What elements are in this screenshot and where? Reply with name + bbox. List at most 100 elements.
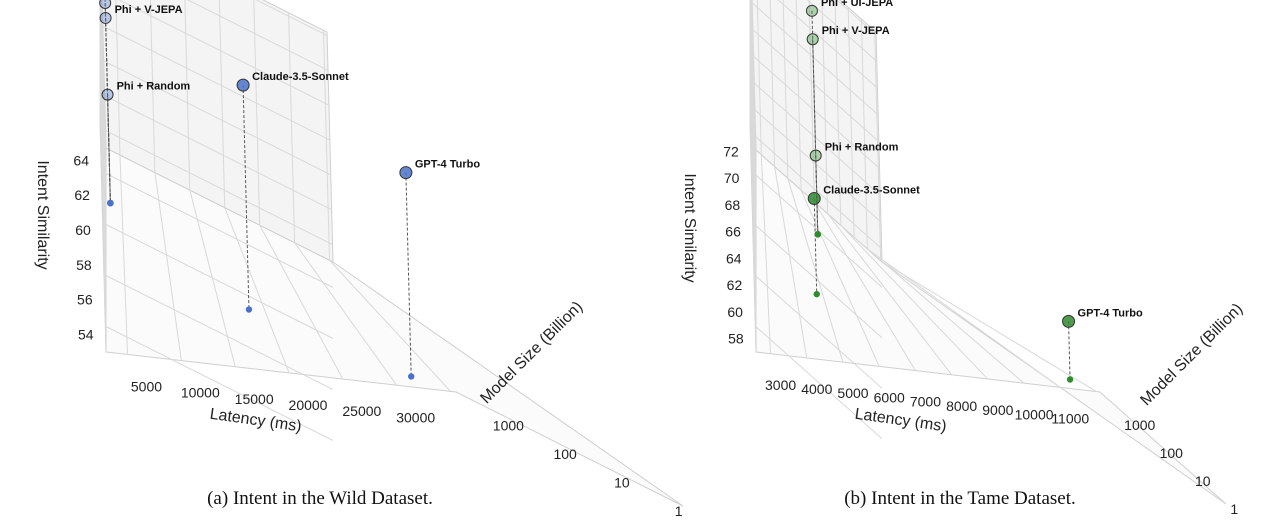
y-tick-label: 1 bbox=[675, 503, 683, 519]
data-point bbox=[236, 78, 250, 92]
y-gridline-floor bbox=[755, 326, 883, 440]
y-gridline-floor bbox=[105, 326, 334, 441]
x-gridline-back bbox=[847, 7, 855, 238]
y-tick-label: 10 bbox=[614, 474, 630, 490]
drop-line bbox=[107, 94, 111, 204]
x-tick-label: 15000 bbox=[235, 391, 274, 407]
y-tick-label: 100 bbox=[553, 446, 577, 462]
x-tick-label: 7000 bbox=[910, 394, 941, 410]
x-tick-label: 5000 bbox=[131, 379, 162, 395]
x-gridline-floor bbox=[224, 207, 290, 374]
data-point bbox=[809, 149, 822, 162]
drop-line bbox=[815, 155, 819, 235]
caption-tame: (b) Intent in the Tame Dataset. bbox=[844, 488, 1076, 509]
z-tick-label: 58 bbox=[728, 331, 744, 347]
floor-projection-point bbox=[813, 290, 820, 298]
y-gridline-left bbox=[750, 0, 757, 176]
y-gridline-left bbox=[100, 0, 107, 174]
data-point bbox=[806, 33, 819, 46]
chart-intent-wild: 54 56 58 60 62 64 5000 10000 15000 20000 25000 3000… bbox=[34, 0, 684, 519]
point-label: Phi + V-JEPA bbox=[822, 25, 890, 37]
point-label: Phi + UI-JEPA bbox=[821, 0, 893, 9]
x-gridline-back bbox=[149, 0, 156, 173]
y-gridline-left bbox=[99, 96, 107, 327]
x-gridline-back bbox=[115, 0, 121, 156]
z-tick-label: 54 bbox=[78, 327, 94, 343]
y-axis-label: Model Size (Billion) bbox=[477, 298, 586, 407]
x-tick-label: 8000 bbox=[946, 398, 977, 414]
y-tick-label: 1000 bbox=[1124, 417, 1155, 433]
x-tick-label: 3000 bbox=[765, 377, 796, 393]
y-tick-label: 100 bbox=[1160, 445, 1184, 461]
x-gridline-floor bbox=[294, 242, 398, 386]
x-gridline-back bbox=[808, 0, 815, 202]
x-gridline-floor bbox=[787, 178, 844, 363]
z-tick-label: 62 bbox=[74, 187, 90, 203]
y-axis-label: Model Size (Billion) bbox=[1137, 300, 1246, 409]
floor-projection-point bbox=[407, 373, 415, 380]
z-tick-label: 64 bbox=[726, 250, 742, 266]
x-gridline-floor bbox=[827, 213, 952, 376]
data-point bbox=[807, 192, 821, 206]
y-tick-label: 10 bbox=[1195, 473, 1211, 489]
x-tick-label: 4000 bbox=[801, 381, 832, 397]
back-pane bbox=[101, 0, 334, 263]
x-tick-label: 25000 bbox=[342, 403, 381, 419]
z-tick-label: 72 bbox=[723, 143, 739, 159]
data-point bbox=[99, 0, 112, 9]
y-gridline-floor bbox=[105, 224, 334, 339]
drop-line bbox=[242, 85, 250, 310]
y-tick-label: 1000 bbox=[493, 417, 524, 433]
x-tick-label: 9000 bbox=[982, 402, 1013, 418]
data-point bbox=[805, 4, 818, 17]
z-tick-label: 60 bbox=[727, 304, 743, 320]
z-tick-label: 68 bbox=[725, 197, 741, 213]
point-label: Phi + Random bbox=[825, 142, 899, 154]
z-tick-label: 58 bbox=[76, 257, 92, 273]
x-gridline-floor bbox=[119, 154, 129, 355]
data-point bbox=[1062, 314, 1076, 328]
point-label: GPT-4 Turbo bbox=[1078, 307, 1143, 319]
chart-intent-tame: 58 60 62 64 66 68 70 72 3000 4000 5000 6000 7000 8000… bbox=[681, 0, 1246, 517]
x-tick-label: 20000 bbox=[289, 397, 328, 413]
y-gridline-left bbox=[99, 45, 107, 276]
x-gridline-back bbox=[860, 19, 868, 250]
floor-projection-point bbox=[1066, 376, 1074, 383]
drop-line bbox=[813, 198, 818, 295]
drop-line bbox=[405, 172, 412, 377]
floor-projection-point bbox=[245, 306, 253, 313]
y-gridline-left bbox=[749, 46, 757, 277]
x-gridline-back bbox=[288, 12, 296, 243]
y-gridline-floor bbox=[755, 275, 883, 389]
x-tick-label: 30000 bbox=[396, 409, 435, 425]
x-gridline-floor bbox=[329, 259, 451, 392]
x-gridline-floor bbox=[800, 189, 880, 367]
x-gridline-floor bbox=[154, 172, 182, 361]
y-gridline-left bbox=[749, 96, 757, 327]
y-gridline-floor bbox=[105, 275, 334, 390]
data-point bbox=[399, 166, 413, 180]
x-gridline-back bbox=[769, 0, 776, 167]
z-axis-label: Intent Similarity bbox=[681, 173, 698, 282]
x-gridline-back bbox=[253, 0, 261, 226]
point-label: Phi + V-JEPA bbox=[115, 4, 183, 16]
y-gridline-floor bbox=[755, 225, 883, 339]
y-tick-label: 1 bbox=[1230, 501, 1238, 517]
z-tick-label: 60 bbox=[75, 222, 91, 238]
x-tick-label: 11000 bbox=[1051, 410, 1089, 426]
x-gridline-floor bbox=[259, 224, 344, 380]
x-gridline-back bbox=[756, 0, 762, 155]
y-gridline-floor bbox=[755, 174, 883, 288]
point-label: Claude-3.5-Sonnet bbox=[823, 185, 920, 197]
x-gridline-back bbox=[795, 0, 802, 191]
point-label: Phi + Random bbox=[117, 81, 191, 93]
z-tick-label: 56 bbox=[77, 292, 93, 308]
x-gridline-floor bbox=[760, 154, 771, 354]
caption-wild: (a) Intent in the Wild Dataset. bbox=[207, 488, 433, 509]
z-tick-label: 64 bbox=[73, 152, 89, 168]
x-gridline-floor bbox=[813, 201, 916, 371]
x-gridline-floor bbox=[774, 166, 808, 358]
z-axis-label: Intent Similarity bbox=[34, 160, 51, 269]
x-gridline-back bbox=[834, 0, 842, 226]
point-label: GPT-4 Turbo bbox=[415, 159, 480, 171]
